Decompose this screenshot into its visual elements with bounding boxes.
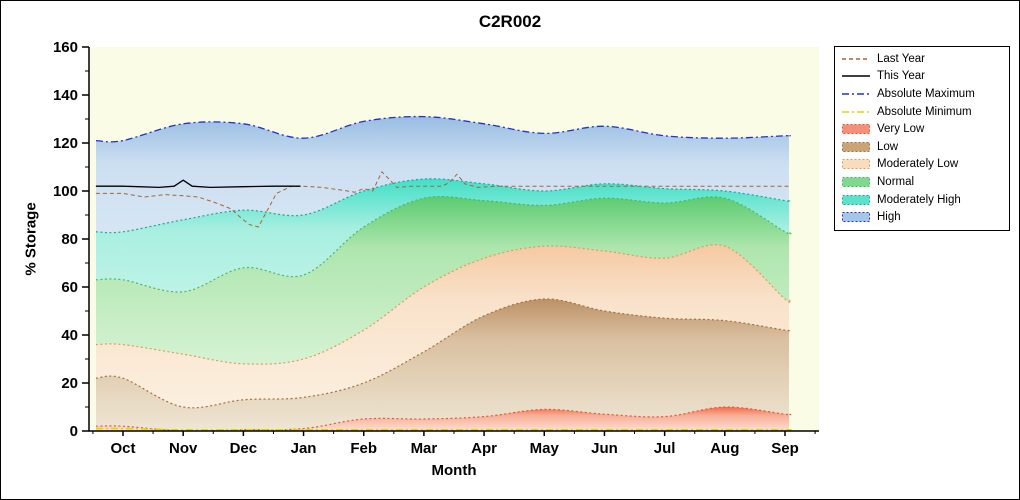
legend-label: Absolute Maximum xyxy=(877,87,975,100)
x-tick-label: Sep xyxy=(771,440,799,457)
legend-label: Absolute Minimum xyxy=(877,105,972,118)
y-tick-label: 100 xyxy=(53,183,78,200)
band-edge-normal xyxy=(95,195,792,293)
legend-item-absolute-maximum: Absolute Maximum xyxy=(841,85,1003,103)
bands-group xyxy=(95,115,792,431)
x-tick-label: Apr xyxy=(471,440,497,457)
band-edge-moderately-high xyxy=(95,178,792,234)
y-tick-label: 140 xyxy=(53,87,78,104)
x-tick-label: Jan xyxy=(291,440,317,457)
legend-swatch-low xyxy=(842,141,870,152)
legend-label: Moderately Low xyxy=(877,158,959,171)
y-tick-label: 160 xyxy=(53,39,78,56)
legend-swatch-moderately-low xyxy=(842,159,870,170)
y-tick-label: 0 xyxy=(70,423,78,440)
x-tick-label: Jun xyxy=(591,440,618,457)
line-last-year xyxy=(95,170,790,228)
x-tick-label: Aug xyxy=(710,440,739,457)
legend-swatch-high xyxy=(842,212,870,223)
y-tick-label: 60 xyxy=(61,279,78,296)
x-tick-label: Oct xyxy=(110,440,135,457)
x-tick-label: Jul xyxy=(654,440,676,457)
legend-swatch-very-low xyxy=(842,124,870,135)
x-tick-label: Feb xyxy=(350,440,377,457)
legend-label: Low xyxy=(877,140,899,153)
legend: Last Year This Year Absolute Maximum Absolu… xyxy=(834,46,1010,231)
legend-item-normal: Normal xyxy=(841,173,1003,191)
legend-item-moderately-high: Moderately High xyxy=(841,191,1003,209)
x-tick-label: May xyxy=(530,440,560,457)
x-tick-label: Nov xyxy=(169,440,198,457)
chart-title: C2R002 xyxy=(478,12,542,31)
x-axis-label: Month xyxy=(431,462,477,479)
band-low xyxy=(96,298,791,431)
legend-item-absolute-minimum: Absolute Minimum xyxy=(841,103,1003,121)
y-tick-label: 20 xyxy=(61,375,78,392)
line-this-year xyxy=(95,179,301,189)
line-absolute-maximum xyxy=(95,115,792,143)
legend-label: Last Year xyxy=(877,52,925,65)
y-tick-label: 40 xyxy=(61,327,78,344)
legend-label: Very Low xyxy=(877,123,925,136)
x-tick-label: Dec xyxy=(230,440,258,457)
band-edge-very-low xyxy=(95,406,792,431)
legend-item-low: Low xyxy=(841,138,1003,156)
band-edge-moderately-low xyxy=(95,244,792,365)
legend-swatch-this-year xyxy=(842,75,870,78)
line-absolute-minimum xyxy=(95,427,792,431)
legend-item-moderately-low: Moderately Low xyxy=(841,156,1003,174)
legend-swatch-moderately-high xyxy=(842,194,870,205)
y-tick-label: 120 xyxy=(53,135,78,152)
legend-label: High xyxy=(877,211,901,224)
legend-label: Normal xyxy=(877,175,915,188)
x-tick-label: Mar xyxy=(411,440,438,457)
legend-item-last-year: Last Year xyxy=(841,50,1003,68)
legend-swatch-last-year xyxy=(842,58,870,60)
band-edge-low xyxy=(95,298,792,409)
legend-swatch-normal xyxy=(842,176,870,187)
legend-swatch-absolute-minimum xyxy=(842,110,870,113)
legend-item-very-low: Very Low xyxy=(841,120,1003,138)
legend-item-high: High xyxy=(841,208,1003,226)
x-axis: Oct Nov Dec Jan Feb Mar Apr May Jun Jul Aug Sep xyxy=(92,431,816,457)
y-tick-label: 80 xyxy=(61,231,78,248)
y-axis: 0 20 40 60 80 100 120 140 160 xyxy=(53,39,89,440)
legend-item-this-year: This Year xyxy=(841,68,1003,86)
legend-swatch-absolute-maximum xyxy=(842,93,870,95)
legend-label: Moderately High xyxy=(877,193,961,206)
legend-label: This Year xyxy=(877,70,925,83)
